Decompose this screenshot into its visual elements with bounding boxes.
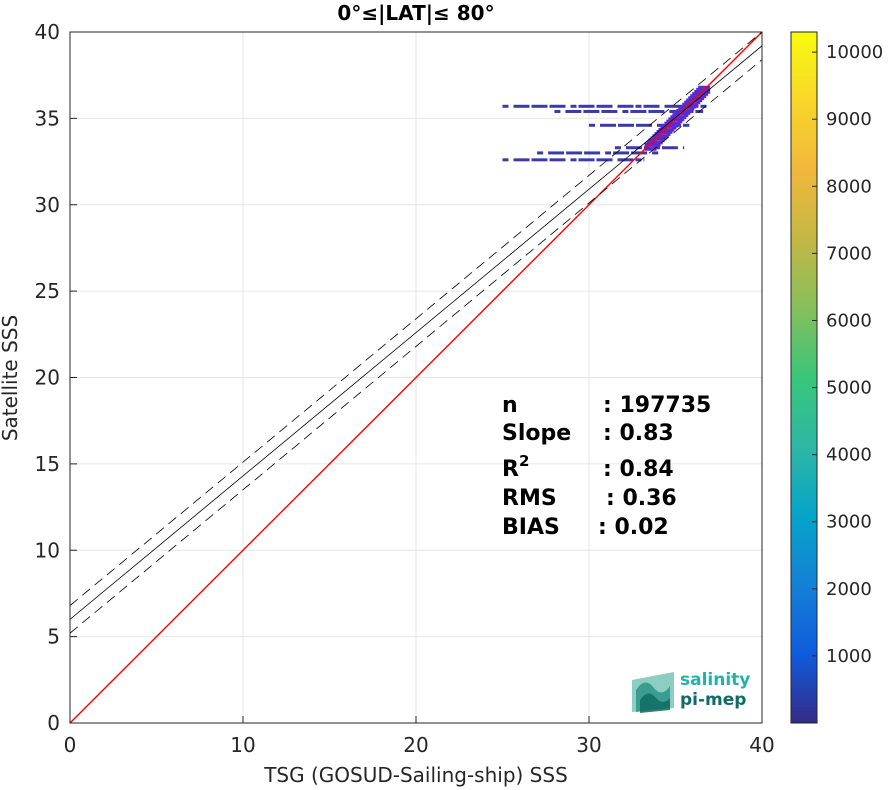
stat-label: n (502, 393, 518, 418)
x-tick-label: 0 (64, 733, 77, 757)
confidence-bound-line (70, 59, 762, 634)
density-cell (554, 109, 561, 113)
density-cell (596, 158, 613, 162)
density-cell (700, 104, 707, 108)
chart-title: 0°≤|LAT|≤ 80° (337, 1, 494, 25)
y-tick-label: 25 (35, 279, 60, 303)
x-axis-ticks: 0 10 20 30 40 (64, 716, 775, 757)
density-cell (589, 123, 595, 127)
x-tick-label: 30 (576, 733, 601, 757)
y-tick-label: 10 (35, 538, 60, 562)
stat-value: : 0.02 (598, 515, 669, 540)
stat-label: Slope (502, 421, 571, 446)
colorbar-tick-label: 4000 (826, 445, 872, 466)
density-cell (625, 146, 642, 150)
y-tick-label: 40 (35, 20, 60, 44)
density-cell (618, 123, 634, 127)
density-cell (549, 104, 566, 108)
density-cell (548, 151, 565, 155)
density-cell (578, 104, 595, 108)
density-cell (614, 146, 621, 150)
density-cell (600, 123, 616, 127)
colorbar-tick-label: 1000 (826, 646, 872, 667)
density-cell (565, 109, 582, 113)
density-cell (531, 158, 548, 162)
colorbar-ticks: 1000 2000 3000 4000 5000 6000 7000 8000 9000 1000… (812, 42, 883, 667)
density-cell (661, 146, 678, 150)
density-cell (605, 151, 612, 155)
density-cell (584, 151, 601, 155)
density-cell (635, 104, 642, 108)
density-cell (537, 151, 544, 155)
logo-line2: pi-mep (680, 690, 746, 710)
stat-value: : 0.84 (603, 457, 674, 482)
logo-line1: salinity (680, 670, 750, 690)
density-cell (664, 104, 681, 108)
density-cell (513, 158, 530, 162)
density-cell (617, 104, 634, 108)
colorbar-tick-label: 3000 (826, 512, 872, 533)
density-cell (657, 123, 663, 127)
y-tick-label: 5 (47, 625, 60, 649)
density-cell (549, 158, 566, 162)
density-cell (578, 158, 595, 162)
x-axis-label: TSG (GOSUD-Sailing-ship) SSS (263, 763, 568, 787)
density-cell (635, 158, 642, 162)
y-tick-label: 15 (35, 452, 60, 476)
colorbar-tick-label: 5000 (826, 378, 872, 399)
y-tick-label: 20 (35, 366, 60, 390)
density-cell (566, 151, 583, 155)
y-axis-ticks: 0 5 10 15 20 25 30 35 40 (35, 20, 77, 735)
x-tick-label: 10 (230, 733, 255, 757)
x-tick-label: 20 (403, 733, 428, 757)
stat-value: : 0.36 (606, 486, 677, 511)
density-cell (570, 104, 577, 108)
density-cell (513, 104, 530, 108)
density-cell (601, 109, 618, 113)
colorbar-tick-label: 2000 (826, 579, 872, 600)
density-cell (502, 104, 509, 108)
colorbar-tick-label: 6000 (826, 310, 872, 331)
x-tick-label: 40 (749, 733, 774, 757)
wave-icon (632, 672, 674, 713)
density-cell (502, 158, 509, 162)
colorbar-tick-label: 8000 (826, 176, 872, 197)
stat-label: BIAS (502, 515, 560, 540)
density-cell (643, 104, 660, 108)
confidence-bound-line (70, 32, 762, 606)
density-cell (617, 158, 634, 162)
fit-line (70, 45, 762, 620)
density-cell (643, 158, 645, 162)
density-cell (596, 104, 613, 108)
one-to-one-line (70, 32, 762, 723)
density-cell (630, 109, 647, 113)
y-axis-label: Satellite SSS (0, 315, 22, 441)
stat-value: : 197735 (603, 393, 711, 418)
density-cell (636, 123, 652, 127)
density-cell (652, 151, 659, 155)
y-tick-label: 35 (35, 106, 60, 130)
y-tick-label: 0 (47, 711, 60, 735)
density-cell (570, 158, 577, 162)
density-cell (613, 151, 630, 155)
regression-lines (70, 32, 762, 723)
density-cell (683, 123, 690, 127)
density-cell (622, 109, 629, 113)
colorbar-tick-label: 7000 (826, 243, 872, 264)
colorbar (790, 31, 818, 724)
density-cell (531, 104, 548, 108)
salinity-pi-mep-logo: salinity pi-mep (632, 670, 750, 713)
colorbar-tick-label: 9000 (826, 109, 872, 130)
density-cell (631, 151, 648, 155)
density-cell (583, 109, 600, 113)
stat-label: RMS (502, 486, 557, 511)
density-cell (682, 146, 685, 150)
density-cell (648, 109, 665, 113)
y-tick-label: 30 (35, 193, 60, 217)
colorbar-tick-label: 10000 (826, 42, 883, 63)
stat-value: : 0.83 (603, 421, 674, 446)
